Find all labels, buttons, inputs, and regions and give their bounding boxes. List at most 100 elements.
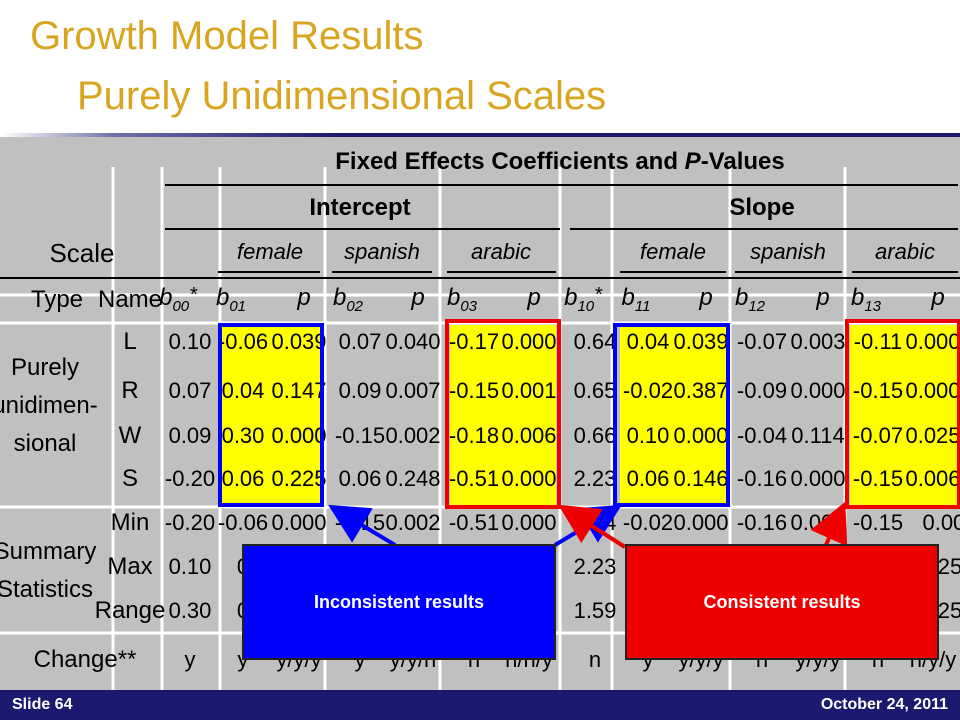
cell-value: -0.51 (449, 466, 499, 491)
type-purely-label: sional (14, 430, 77, 457)
cell-value: 0.002 (385, 423, 440, 448)
callout-arrow (558, 504, 627, 549)
consistent-results-callout: Consistent results (625, 544, 939, 660)
callout-arrow (328, 504, 397, 547)
cell-value: -0.15 (335, 423, 385, 448)
cell-value: -0.15 (853, 378, 903, 403)
cell-value: 0.10 (627, 423, 670, 448)
cell-value: -0.20 (165, 510, 215, 535)
change-value: n (589, 647, 601, 672)
result-outline (218, 323, 324, 507)
slide-number: Slide 64 (12, 696, 73, 713)
group-header-arabic: arabic (471, 239, 531, 264)
cell-value: 1.59 (574, 598, 617, 623)
cell-value: 0.66 (574, 423, 617, 448)
cell-value: 0.040 (385, 329, 440, 354)
cell-value: 0.000 (501, 510, 556, 535)
cell-value: 0.000 (271, 510, 326, 535)
cell-value: -0.06 (218, 329, 268, 354)
scale-name: R (121, 377, 138, 404)
cell-value: 0.000 (673, 510, 728, 535)
cell-value: 0.387 (673, 378, 728, 403)
cell-value: 0.000 (790, 378, 845, 403)
type-summary-label: Summary (0, 538, 96, 565)
title-divider (0, 133, 960, 137)
cell-value: -0.02 (623, 510, 673, 535)
cell-value: 25 (938, 554, 960, 579)
cell-value: 25 (938, 598, 960, 623)
cell-value: -0.51 (449, 510, 499, 535)
summary-name: Min (111, 509, 150, 536)
cell-value: 0.64 (574, 329, 617, 354)
name-header: Name (98, 286, 162, 313)
result-outline (845, 319, 960, 509)
cell-value: -0.02 (623, 378, 673, 403)
cell-value: 0.000 (673, 423, 728, 448)
cell-value: -0.15 (853, 466, 903, 491)
coefficient-label: b12 (735, 284, 766, 315)
slide-date: October 24, 2011 (820, 696, 948, 713)
cell-value: -0.15 (853, 510, 903, 535)
cell-value: 0.002 (385, 510, 440, 535)
p-value-label: p (526, 284, 540, 311)
slide-subtitle: Purely Unidimensional Scales (77, 74, 607, 118)
cell-value: -0.18 (449, 423, 499, 448)
cell-value: 0.65 (574, 378, 617, 403)
cell-value: 0.000 (501, 329, 556, 354)
cell-value: 0.10 (169, 554, 212, 579)
cell-value: 0.06 (339, 466, 382, 491)
cell-value: -0.17 (449, 329, 499, 354)
cell-value: 0.000 (922, 510, 960, 535)
cell-value: 0.000 (905, 329, 960, 354)
cell-value: 2.23 (574, 466, 617, 491)
cell-value: -0.20 (165, 466, 215, 491)
type-summary-label: Statistics (0, 576, 93, 603)
cell-value: 0.006 (905, 466, 960, 491)
cell-value: 0.114 (791, 423, 844, 448)
footer-bar: Slide 64 October 24, 2011 (0, 690, 960, 720)
type-purely-label: Purely (11, 354, 79, 381)
cell-value: 0.10 (169, 329, 212, 354)
cell-value: 0.30 (169, 598, 212, 623)
cell-value: 0.000 (790, 466, 845, 491)
result-outline (445, 319, 561, 509)
type-header: Type (31, 286, 83, 313)
intercept-header: Intercept (309, 194, 410, 221)
cell-value: 0.09 (169, 423, 212, 448)
slope-header: Slope (729, 194, 794, 221)
cell-value: 0.07 (169, 378, 212, 403)
cell-value: 0.000 (905, 378, 960, 403)
cell-value: -0.07 (737, 329, 787, 354)
cell-value: 0.000 (271, 423, 326, 448)
cell-value: 0.30 (222, 423, 265, 448)
highlight-region (850, 325, 958, 505)
cell-value: 2.23 (574, 554, 617, 579)
cell-value: 0.039 (673, 329, 728, 354)
cell-value: -0.04 (737, 423, 787, 448)
cell-value: 0.000 (501, 466, 556, 491)
scale-name: S (122, 465, 138, 492)
change-label: Change** (34, 646, 137, 673)
inconsistent-results-callout: Inconsistent results (242, 544, 556, 660)
cell-value: 0.146 (673, 466, 728, 491)
p-value-label: p (815, 284, 829, 311)
callout-arrow (810, 501, 848, 548)
type-purely-label: unidimen- (0, 392, 98, 419)
slide-title: Growth Model Results (30, 14, 424, 58)
group-header-arabic: arabic (875, 239, 935, 264)
cell-value: -0.16 (737, 466, 787, 491)
group-header-spanish: spanish (344, 239, 420, 264)
cell-value: -0.06 (218, 510, 268, 535)
cell-value: 0.006 (501, 423, 556, 448)
fixed-effects-header: Fixed Effects Coefficients and P-Values (335, 148, 784, 175)
change-value: y (185, 647, 196, 672)
result-outline (613, 323, 730, 507)
cell-value: -0.15 (449, 378, 499, 403)
p-value-label: p (698, 284, 712, 311)
cell-value: 0.147 (271, 378, 326, 403)
p-value-label: p (296, 284, 310, 311)
cell-value: -0.16 (737, 510, 787, 535)
cell-value: 0.225 (271, 466, 326, 491)
p-value-label: p (930, 284, 944, 311)
cell-value: -0.07 (853, 423, 903, 448)
